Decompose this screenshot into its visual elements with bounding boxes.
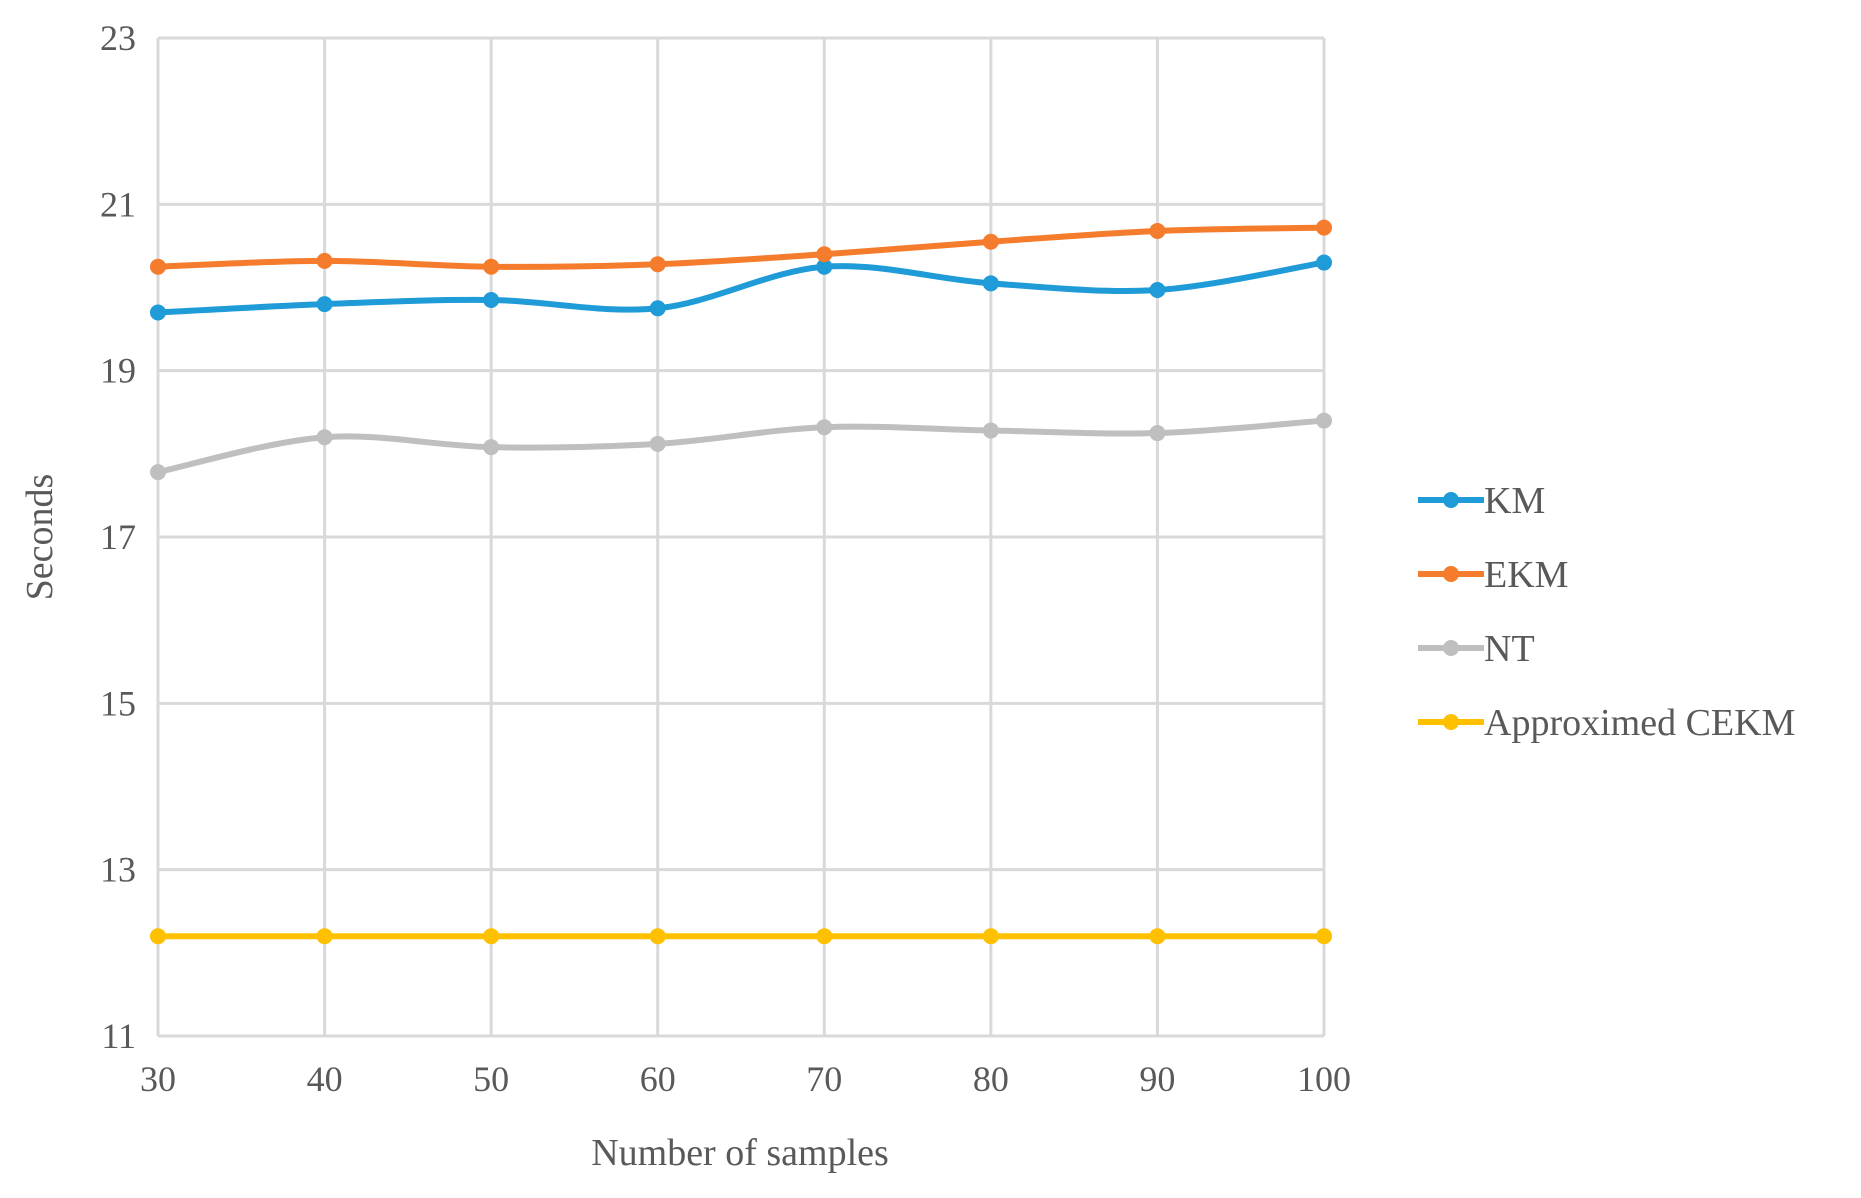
data-point-ekm — [816, 246, 833, 263]
legend: KM EKM NT Approximed CEKM — [1418, 480, 1795, 744]
data-point-km — [982, 275, 999, 292]
data-point-ekm — [1316, 219, 1332, 236]
data-point-approximed-cekm — [816, 928, 833, 945]
data-point-ekm — [150, 258, 166, 275]
series-line-ekm — [155, 224, 1327, 270]
legend-swatch-marker — [1443, 492, 1459, 508]
x-tick-label: 30 — [140, 1059, 176, 1099]
x-tick-label: 90 — [1139, 1059, 1175, 1099]
data-point-approximed-cekm — [316, 928, 333, 945]
y-tick-label: 17 — [100, 517, 136, 557]
data-point-km — [816, 258, 833, 275]
data-point-km — [150, 304, 166, 321]
data-point-nt — [316, 429, 333, 446]
y-tick-label: 19 — [100, 351, 136, 391]
data-point-approximed-cekm — [649, 928, 666, 945]
data-point-nt — [649, 435, 666, 452]
data-point-approximed-cekm — [1316, 928, 1332, 945]
data-point-km — [483, 291, 500, 308]
data-point-nt — [1149, 425, 1166, 442]
grid — [156, 36, 1326, 1038]
x-tick-label: 100 — [1297, 1059, 1351, 1099]
legend-label: Approximed CEKM — [1484, 702, 1795, 744]
y-tick-label: 11 — [101, 1016, 136, 1056]
y-tick-label: 15 — [100, 683, 136, 723]
data-point-nt — [483, 439, 500, 456]
y-axis-title: Seconds — [19, 474, 61, 601]
y-tick-label: 13 — [100, 850, 136, 890]
legend-label: KM — [1484, 480, 1545, 522]
legend-label: EKM — [1484, 554, 1568, 596]
legend-item-ekm: EKM — [1418, 554, 1568, 596]
data-point-approximed-cekm — [150, 928, 166, 945]
y-tick-label: 21 — [100, 184, 136, 224]
y-tick-label: 23 — [100, 18, 136, 58]
series-line-nt — [155, 417, 1327, 476]
legend-swatch-marker — [1443, 714, 1459, 730]
x-tick-label: 70 — [806, 1059, 842, 1099]
data-point-ekm — [483, 258, 500, 275]
data-point-nt — [150, 464, 166, 481]
x-tick-label: 60 — [640, 1059, 676, 1099]
data-point-km — [1316, 254, 1332, 271]
data-point-km — [649, 300, 666, 317]
legend-item-nt: NT — [1418, 628, 1535, 670]
data-point-ekm — [649, 256, 666, 273]
legend-label: NT — [1484, 628, 1535, 670]
x-tick-label: 50 — [473, 1059, 509, 1099]
data-point-ekm — [982, 233, 999, 250]
series-line-km — [155, 259, 1327, 316]
data-point-approximed-cekm — [1149, 928, 1166, 945]
data-point-nt — [816, 419, 833, 436]
data-point-ekm — [316, 252, 333, 269]
data-point-nt — [982, 422, 999, 439]
axes: 11 13 15 17 19 21 23 30 40 50 60 70 80 90 100 — [100, 18, 1351, 1099]
legend-swatch-marker — [1443, 640, 1459, 656]
data-point-km — [316, 296, 333, 313]
x-tick-label: 80 — [973, 1059, 1009, 1099]
data-point-km — [1149, 281, 1166, 298]
series — [150, 219, 1332, 945]
legend-swatch-marker — [1443, 566, 1459, 582]
x-tick-label: 40 — [307, 1059, 343, 1099]
data-point-ekm — [1149, 222, 1166, 239]
legend-item-approximed-cekm: Approximed CEKM — [1418, 702, 1795, 744]
legend-item-km: KM — [1418, 480, 1545, 522]
data-point-approximed-cekm — [483, 928, 500, 945]
x-axis-title: Number of samples — [591, 1132, 889, 1174]
data-point-nt — [1316, 412, 1332, 429]
data-point-approximed-cekm — [982, 928, 999, 945]
